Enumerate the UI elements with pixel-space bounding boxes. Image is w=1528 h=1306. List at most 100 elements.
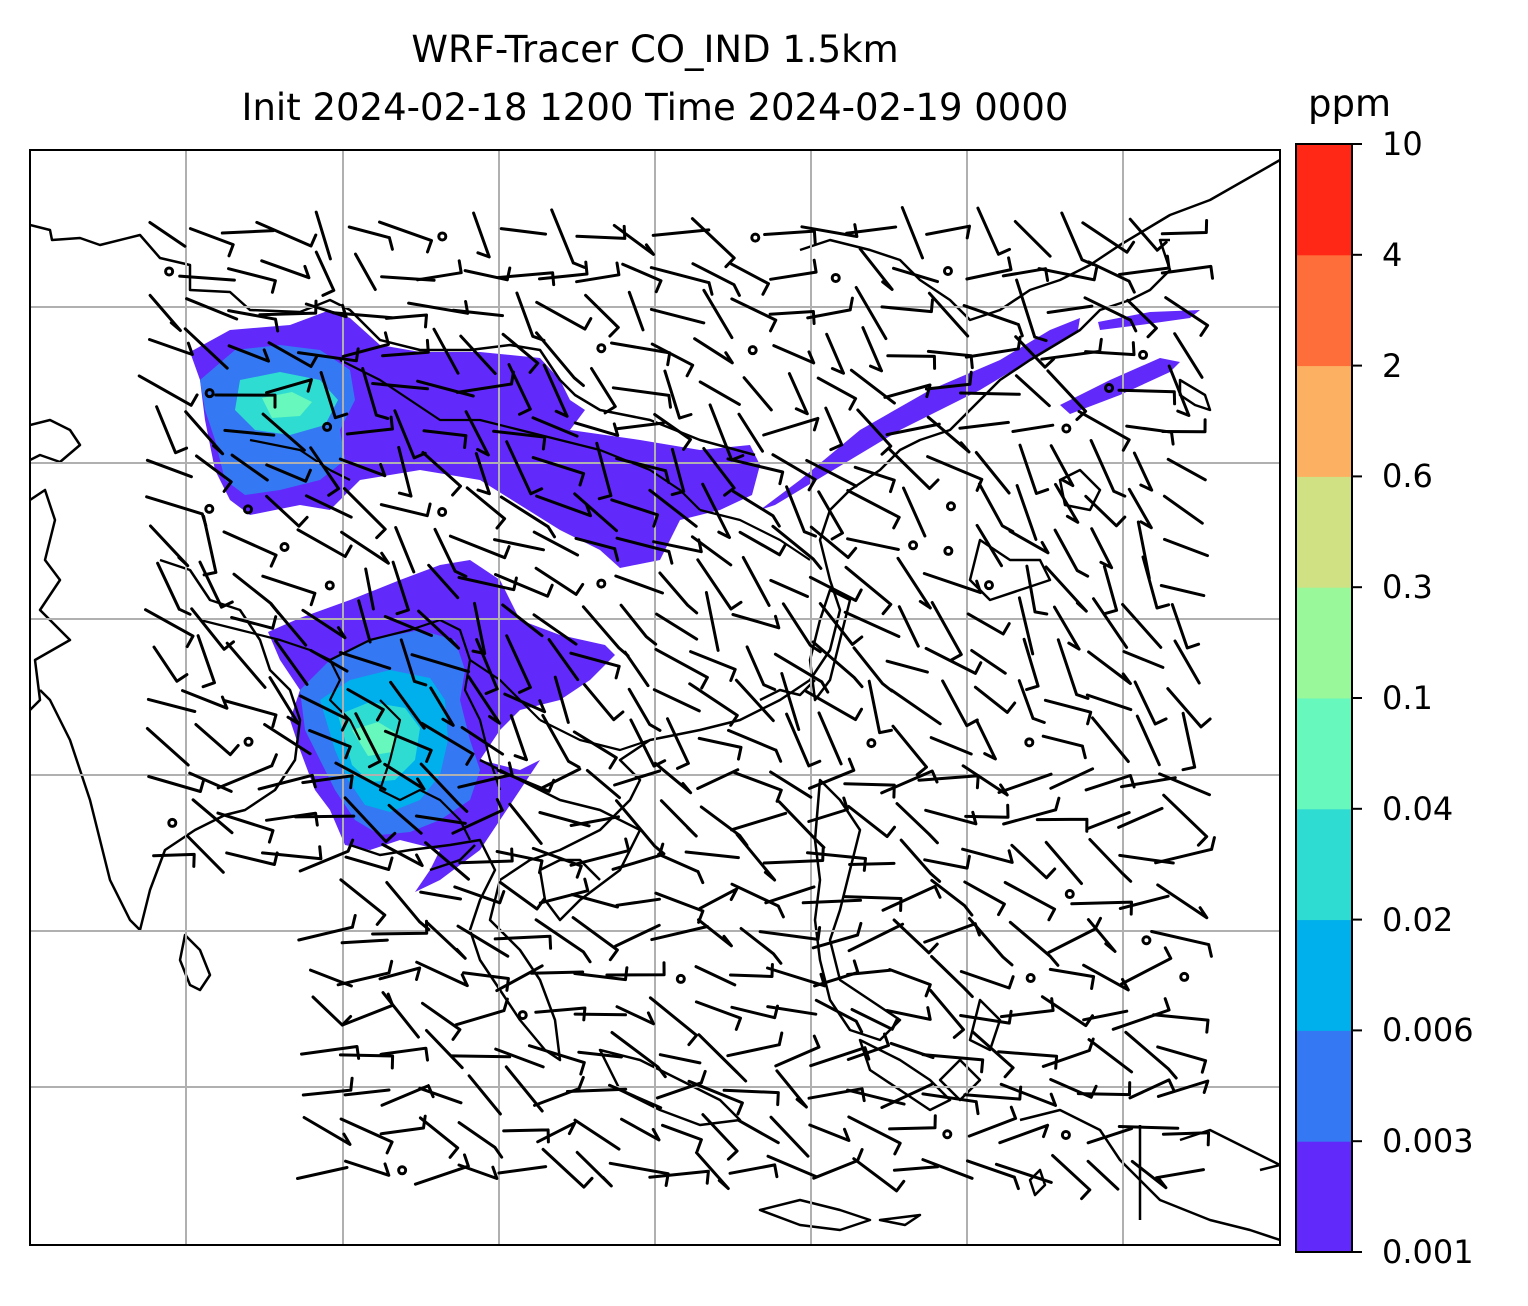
wind-barb <box>787 372 809 416</box>
wind-barb <box>394 526 416 574</box>
wind-barb <box>534 918 592 964</box>
wind-barb <box>1161 418 1207 434</box>
wind-barb <box>971 1030 1015 1079</box>
wind-barb <box>773 652 830 694</box>
map-frame <box>29 149 1281 1246</box>
wind-barb <box>1170 603 1201 650</box>
wind-barb <box>698 380 741 406</box>
wind-barb <box>416 259 463 282</box>
wind-barb <box>185 834 225 874</box>
calm-wind-circle <box>1024 737 1035 748</box>
wind-barb <box>895 802 939 845</box>
wind-barb <box>610 1031 667 1079</box>
wind-barb <box>1049 444 1075 488</box>
wind-barb <box>927 291 970 338</box>
wind-barb <box>917 774 980 790</box>
wind-barb <box>697 736 743 761</box>
wind-barb <box>457 1121 504 1159</box>
wind-barb <box>413 1153 470 1186</box>
wind-barb <box>1166 687 1212 729</box>
wind-barb <box>807 796 849 823</box>
calm-wind-circle <box>830 272 841 283</box>
wind-barb <box>448 534 511 560</box>
wind-barb <box>766 1005 818 1016</box>
wind-barb <box>539 767 582 790</box>
wind-barb <box>852 1157 906 1193</box>
wind-barb <box>1152 1013 1210 1034</box>
colorbar-tick-label: 2 <box>1382 346 1403 385</box>
wind-barb <box>416 379 475 398</box>
wind-barb <box>922 572 982 595</box>
wind-barb <box>1035 817 1089 833</box>
wind-barb <box>775 1069 808 1109</box>
wind-barb <box>774 1034 821 1068</box>
calm-wind-circle <box>943 545 954 556</box>
wind-barb <box>156 561 192 616</box>
wind-barb <box>573 1012 627 1017</box>
wind-barb <box>921 1092 980 1116</box>
wind-barb <box>734 678 775 723</box>
wind-barb <box>925 224 971 240</box>
wind-barb <box>1014 335 1056 369</box>
wind-barb <box>421 451 462 497</box>
wind-barb <box>344 1159 391 1177</box>
calm-wind-circle <box>1179 971 1190 982</box>
wind-barb <box>383 615 433 637</box>
wind-barb <box>1015 278 1048 343</box>
wind-barb <box>1013 220 1052 258</box>
wind-barb <box>814 998 864 1034</box>
wind-barb <box>188 771 233 793</box>
calm-wind-circle <box>942 1129 953 1140</box>
wind-barb <box>541 1147 594 1189</box>
wind-barb <box>346 688 385 722</box>
wind-barb <box>538 260 589 281</box>
wind-barb <box>650 342 695 378</box>
wind-barb <box>1164 296 1210 337</box>
wind-barb <box>650 925 709 942</box>
wind-barb <box>425 1029 464 1070</box>
wind-barb <box>509 714 528 762</box>
wind-barb <box>472 211 491 259</box>
wind-barb <box>696 768 740 790</box>
wind-barb <box>690 217 736 269</box>
wind-barb <box>965 256 1013 281</box>
wind-barb <box>464 410 490 457</box>
wind-barb <box>149 524 190 568</box>
calm-wind-circle <box>243 736 254 747</box>
wind-barb <box>429 686 455 727</box>
colorbar-tick-label: 0.6 <box>1382 457 1433 496</box>
wind-barb <box>314 210 332 261</box>
wind-barb <box>846 1032 890 1061</box>
colorbar <box>1296 143 1362 1253</box>
wind-barb <box>227 344 270 363</box>
wind-barb <box>1128 217 1168 252</box>
wind-barb <box>538 877 590 905</box>
wind-barb <box>805 458 858 488</box>
wind-barb <box>222 530 278 568</box>
wind-barb <box>378 220 433 254</box>
wind-barb <box>575 1150 613 1188</box>
wind-barb <box>497 1165 548 1175</box>
wind-barb <box>569 651 621 680</box>
wind-barb <box>999 1082 1057 1107</box>
calm-wind-circle <box>1060 1129 1071 1140</box>
wind-barb <box>263 723 312 756</box>
wind-barb <box>424 841 470 881</box>
wind-barb <box>885 422 941 437</box>
wind-barb <box>1118 894 1170 910</box>
wind-barb <box>1163 537 1209 558</box>
wind-barb <box>1135 714 1161 767</box>
wind-barb <box>731 613 781 630</box>
wind-barb <box>550 208 586 269</box>
wind-barb <box>495 964 544 993</box>
wind-barb <box>194 723 240 757</box>
wind-barb <box>222 699 278 728</box>
wind-barb <box>214 393 277 409</box>
wind-barb <box>391 560 410 616</box>
wind-barb <box>698 887 739 910</box>
wind-barb <box>1160 219 1209 236</box>
wind-barb <box>843 610 901 638</box>
calm-wind-circle <box>437 506 448 517</box>
wind-barb <box>850 1008 899 1031</box>
